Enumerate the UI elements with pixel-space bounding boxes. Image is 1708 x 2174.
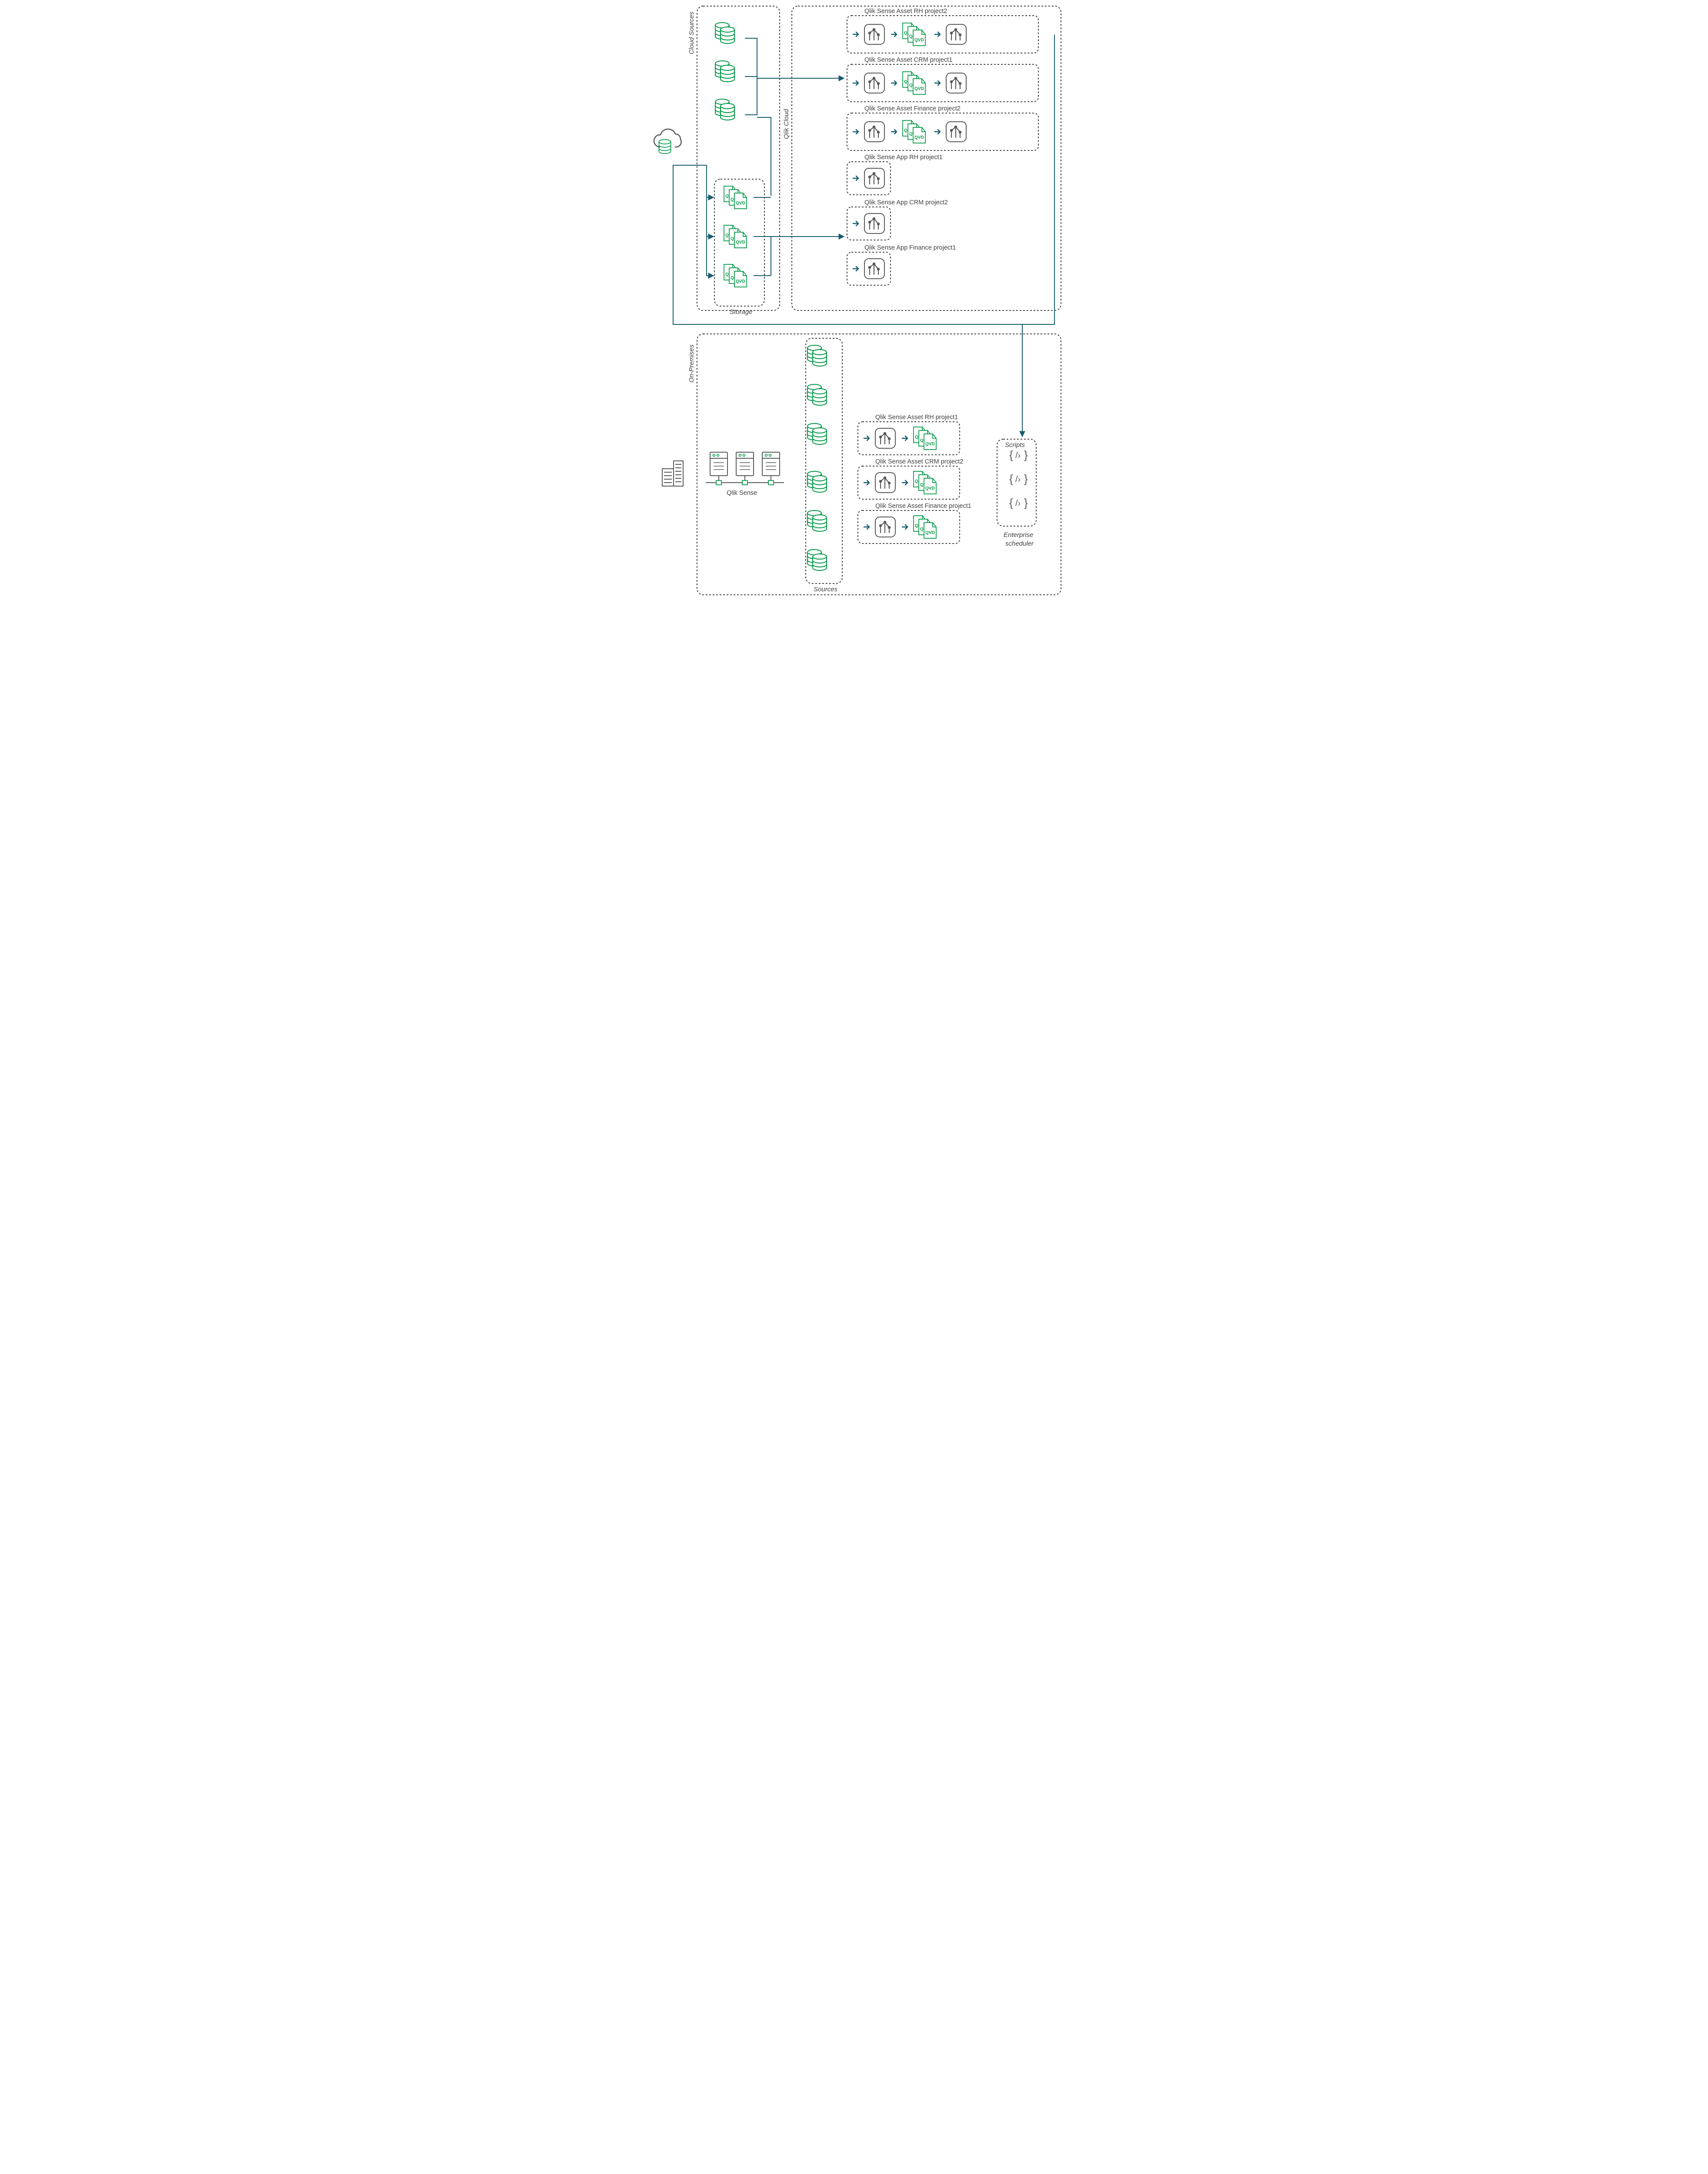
label-enterprise: Enterprise	[1004, 531, 1033, 539]
connector-2	[745, 78, 757, 115]
connector-0	[745, 38, 757, 78]
onprem_asset_panels-qvd-icon-2-1	[914, 516, 936, 538]
onprem_asset_panels-arrow-0-0	[864, 436, 869, 440]
storage-qvd-2	[724, 264, 747, 287]
onprem_asset_panels-arrow-1-0	[864, 480, 869, 485]
cloud_app_panels-title-2: Qlik Sense App Finance project1	[864, 244, 956, 251]
onprem_asset_panels-title-2: Qlik Sense Asset Finance project1	[875, 503, 971, 510]
onprem_asset_panels-arrow-2-1	[902, 525, 907, 529]
cloud_app_panels-title-1: Qlik Sense App CRM project2	[864, 199, 948, 206]
cloud_app_panels-arrow-0-0	[853, 176, 858, 180]
onprem-source-db-3	[807, 471, 827, 492]
cloud_asset_panels-arrow-0-2	[935, 32, 940, 37]
onprem_asset_panels-qvd-icon-0-1	[914, 427, 936, 450]
server-0	[710, 452, 727, 476]
building-icon	[662, 461, 683, 486]
cloud_asset_panels-arrow-2-2	[935, 130, 940, 134]
script-icon-1	[1009, 472, 1028, 485]
cloud-db-icon	[654, 129, 681, 153]
cloud_asset_panels-arrow-1-2	[935, 81, 940, 85]
connector-5	[707, 165, 714, 276]
region-cloud_sources	[697, 6, 780, 310]
cloud_asset_panels-title-0: Qlik Sense Asset RH project2	[864, 8, 947, 15]
connector-10	[754, 237, 771, 276]
cloud_app_panels-arrow-1-0	[853, 221, 858, 226]
cloud-source-db-2	[715, 99, 734, 120]
onprem-source-db-0	[807, 345, 827, 366]
onprem_asset_panels-arrow-1-1	[902, 480, 907, 485]
cloud_asset_panels-title-1: Qlik Sense Asset CRM project1	[864, 57, 952, 63]
region-label-cloud_sources: Cloud Sources	[688, 11, 695, 54]
onprem_asset_panels-box-1	[858, 466, 960, 499]
cloud_asset_panels-title-2: Qlik Sense Asset Finance project2	[864, 105, 961, 112]
label-scheduler: scheduler	[1005, 540, 1034, 547]
onprem_asset_panels-qvd-icon-1-1	[914, 471, 936, 494]
region-label-scripts: Scripts	[1005, 441, 1025, 449]
cloud_asset_panels-arrow-2-1	[891, 130, 897, 134]
cloud_asset_panels-chart-icon-0-2	[946, 24, 966, 44]
cloud_app_panels-chart-icon-2-0	[864, 259, 884, 279]
cloud_app_panels-arrow-2-0	[853, 267, 858, 271]
cloud_asset_panels-chart-icon-2-0	[864, 122, 884, 142]
script-icon-2	[1009, 496, 1028, 509]
cloud_asset_panels-chart-icon-1-2	[946, 73, 966, 93]
cloud_asset_panels-arrow-1-0	[853, 81, 858, 85]
cloud_asset_panels-chart-icon-2-2	[946, 122, 966, 142]
onprem_asset_panels-box-0	[858, 422, 960, 455]
onprem-source-db-4	[807, 510, 827, 531]
region-sources	[806, 338, 842, 584]
cloud_app_panels-title-0: Qlik Sense App RH project1	[864, 154, 943, 161]
storage-qvd-1	[724, 225, 747, 248]
script-icon-0	[1009, 448, 1028, 461]
onprem_asset_panels-chart-icon-1-0	[875, 473, 895, 493]
cloud-source-db-1	[715, 61, 734, 82]
cloud_app_panels-chart-icon-1-0	[864, 213, 884, 233]
onprem_asset_panels-chart-icon-2-0	[875, 517, 895, 537]
onprem_asset_panels-title-0: Qlik Sense Asset RH project1	[875, 414, 958, 421]
storage-qvd-0	[724, 186, 747, 209]
onprem-source-db-2	[807, 423, 827, 444]
server-1	[736, 452, 754, 476]
cloud_asset_panels-arrow-0-1	[891, 32, 897, 37]
cloud_asset_panels-chart-icon-1-0	[864, 73, 884, 93]
cloud_asset_panels-qvd-icon-2-1	[903, 120, 925, 143]
onprem_asset_panels-chart-icon-0-0	[875, 428, 895, 448]
cloud_asset_panels-arrow-0-0	[853, 32, 858, 37]
cloud_asset_panels-chart-icon-0-0	[864, 24, 884, 44]
onprem_asset_panels-title-1: Qlik Sense Asset CRM project2	[875, 458, 963, 465]
cloud_asset_panels-arrow-2-0	[853, 130, 858, 134]
onprem_asset_panels-box-2	[858, 510, 960, 544]
region-label-on_premises: On-Premises	[688, 344, 695, 383]
server-2	[762, 452, 780, 476]
servers-label: Qlik Sense	[727, 490, 757, 497]
onprem_asset_panels-arrow-0-1	[902, 436, 907, 440]
onprem-source-db-5	[807, 550, 827, 570]
cloud_app_panels-chart-icon-0-0	[864, 168, 884, 188]
cloud_asset_panels-qvd-icon-1-1	[903, 72, 925, 94]
onprem_asset_panels-arrow-2-0	[864, 525, 869, 529]
region-label-sources: Sources	[814, 586, 838, 593]
region-label-qlik_cloud: Qlik Cloud	[783, 109, 790, 139]
cloud_asset_panels-arrow-1-1	[891, 81, 897, 85]
onprem-source-db-1	[807, 384, 827, 405]
cloud_asset_panels-qvd-icon-0-1	[903, 23, 925, 46]
region-label-storage: Storage	[730, 308, 753, 316]
cloud-source-db-0	[715, 23, 734, 43]
